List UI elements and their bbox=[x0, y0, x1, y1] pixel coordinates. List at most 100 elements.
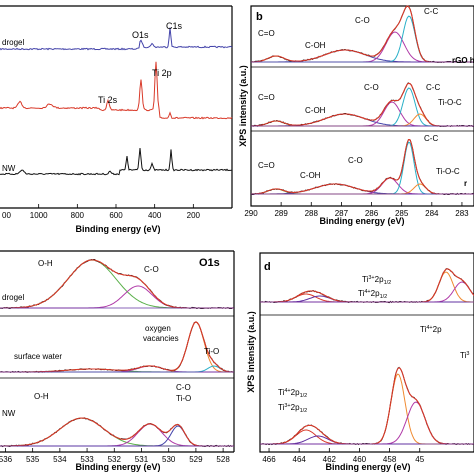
b2-peak-cc: C-C bbox=[426, 83, 440, 92]
panel-d: d XPS intensity (a.u.) 466 464 462 460 458 45… bbox=[246, 252, 474, 472]
x-tick-label: 400 bbox=[148, 211, 162, 220]
panel-d-curves bbox=[259, 268, 474, 446]
panel-d-peak-labels: Ti3+2p1/2 Ti4+2p1/2 Ti4+2p1/2 Ti3+2p1/2 Ti4+… bbox=[278, 275, 469, 414]
x-tick-label: 287 bbox=[335, 209, 349, 218]
panel-c-x-ticks: 536 535 534 533 532 531 530 529 528 bbox=[0, 448, 230, 464]
x-tick-label: 530 bbox=[162, 455, 176, 464]
x-tick-label: 460 bbox=[353, 455, 367, 464]
panel-c-title: O1s bbox=[199, 257, 220, 269]
x-tick-label: 285 bbox=[395, 209, 409, 218]
fit-component-curve bbox=[0, 321, 234, 373]
x-tick-label: 458 bbox=[383, 455, 397, 464]
fit-component-curve bbox=[251, 87, 474, 127]
fit-component-curve bbox=[251, 113, 474, 127]
panel-b-x-ticks: 290 289 288 287 286 285 284 283 bbox=[244, 202, 469, 218]
fit-component-curve bbox=[0, 417, 234, 447]
panel-a-x-ticks: 1000 800 600 400 200 00 bbox=[2, 204, 201, 220]
x-tick-label: 532 bbox=[108, 455, 122, 464]
c2-peak-surface-water: surface water bbox=[14, 352, 62, 361]
panel-a-series-rgo-hydrogel bbox=[0, 27, 233, 51]
panel-a-series-label-nw: NW bbox=[2, 164, 16, 173]
measured-spectrum-curve bbox=[259, 268, 474, 304]
panel-a-x-axis-label: Binding energy (eV) bbox=[75, 224, 160, 234]
x-tick-label: 600 bbox=[109, 211, 123, 220]
x-tick-label: 800 bbox=[71, 211, 85, 220]
b3-peak-co-double: C=O bbox=[258, 161, 275, 170]
b1-peak-coh: C-OH bbox=[305, 41, 326, 50]
peak-label-ti2p: Ti 2p bbox=[152, 68, 172, 78]
c3-peak-tio: Ti-O bbox=[176, 394, 191, 403]
d1-peak-ti3-2p12: Ti3+2p1/2 bbox=[362, 275, 391, 286]
x-tick-label: 534 bbox=[53, 455, 67, 464]
panel-a: 1000 800 600 400 200 00 Binding energy (eV) d… bbox=[0, 5, 233, 234]
x-tick-label: 466 bbox=[262, 455, 276, 464]
b1-sample-label: rGO h bbox=[452, 56, 474, 65]
b2-peak-tioc: Ti-O-C bbox=[438, 98, 462, 107]
b1-peak-co-double: C=O bbox=[258, 29, 275, 38]
fit-component-curve bbox=[251, 183, 474, 195]
x-tick-label: 290 bbox=[244, 209, 258, 218]
x-tick-label: 464 bbox=[293, 455, 307, 464]
x-tick-label: 200 bbox=[187, 211, 201, 220]
x-tick-label: 535 bbox=[26, 455, 40, 464]
b2-peak-co: C-O bbox=[364, 83, 379, 92]
c3-peak-oh: O-H bbox=[34, 392, 49, 401]
b1-peak-co: C-O bbox=[355, 16, 370, 25]
fit-component-curve bbox=[260, 429, 474, 445]
b3-peak-coh: C-OH bbox=[300, 171, 321, 180]
d2-peak-ti4-2p: Ti4+2p bbox=[420, 325, 442, 334]
panel-b-x-axis-label: Binding energy (eV) bbox=[319, 216, 404, 226]
x-tick-label: 283 bbox=[455, 209, 469, 218]
peak-label-ti2s: Ti 2s bbox=[98, 95, 118, 105]
peak-label-o1s: O1s bbox=[132, 30, 149, 40]
panel-d-x-ticks: 466 464 462 460 458 45 bbox=[262, 448, 425, 464]
x-tick-label: 00 bbox=[2, 211, 11, 220]
panel-d-x-axis-label: Binding energy (eV) bbox=[325, 462, 410, 472]
x-tick-label: 45 bbox=[415, 455, 424, 464]
b3-peak-co: C-O bbox=[348, 156, 363, 165]
fit-component-curve bbox=[251, 113, 474, 127]
c1-peak-co: C-O bbox=[144, 265, 159, 274]
fit-component-curve bbox=[0, 365, 235, 373]
c2-peak-oxygen: oxygen bbox=[145, 324, 171, 333]
c2-peak-vacancies: vacancies bbox=[143, 334, 179, 343]
x-tick-label: 531 bbox=[135, 455, 149, 464]
d2-peak-ti3-2p12: Ti3+2p1/2 bbox=[278, 403, 307, 414]
x-tick-label: 462 bbox=[323, 455, 337, 464]
c3-peak-co: C-O bbox=[176, 383, 191, 392]
x-tick-label: 533 bbox=[80, 455, 94, 464]
c1-sample-label: drogel bbox=[2, 293, 24, 302]
fit-component-curve bbox=[251, 31, 474, 63]
panel-c-x-axis-label: Binding energy (eV) bbox=[75, 462, 160, 472]
panel-a-series-tio2-rgo bbox=[0, 61, 233, 120]
measured-spectrum-curve bbox=[0, 321, 235, 373]
envelope-fit-curve bbox=[260, 268, 474, 303]
x-tick-label: 288 bbox=[305, 209, 319, 218]
envelope-fit-curve bbox=[0, 417, 234, 447]
c1-peak-oh: O-H bbox=[38, 259, 53, 268]
panel-b-label: b bbox=[256, 11, 263, 23]
b2-peak-coh: C-OH bbox=[305, 106, 326, 115]
b3-sample-label: r bbox=[464, 179, 467, 188]
c3-sample-label: NW bbox=[2, 409, 16, 418]
measured-spectrum-curve bbox=[0, 417, 235, 448]
fit-component-curve bbox=[0, 365, 234, 373]
panel-a-series-label-rgo: drogel bbox=[2, 38, 24, 47]
x-tick-label: 289 bbox=[274, 209, 288, 218]
d1-peak-ti4-2p12: Ti4+2p1/2 bbox=[358, 289, 387, 300]
peak-label-c1s: C1s bbox=[166, 21, 183, 31]
x-tick-label: 284 bbox=[425, 209, 439, 218]
envelope-fit-curve bbox=[250, 5, 474, 63]
x-tick-label: 528 bbox=[216, 455, 230, 464]
x-tick-label: 286 bbox=[365, 209, 379, 218]
fit-component-curve bbox=[251, 183, 474, 195]
b1-peak-cc: C-C bbox=[424, 7, 438, 16]
panel-b-y-axis-label: XPS intensity (a.u.) bbox=[238, 65, 248, 147]
x-tick-label: 1000 bbox=[30, 211, 48, 220]
x-tick-label: 536 bbox=[0, 455, 13, 464]
b3-peak-cc: C-C bbox=[424, 134, 438, 143]
x-tick-label: 529 bbox=[189, 455, 203, 464]
panel-a-series-tio2-nw bbox=[0, 147, 233, 176]
envelope-fit-curve bbox=[0, 321, 235, 373]
